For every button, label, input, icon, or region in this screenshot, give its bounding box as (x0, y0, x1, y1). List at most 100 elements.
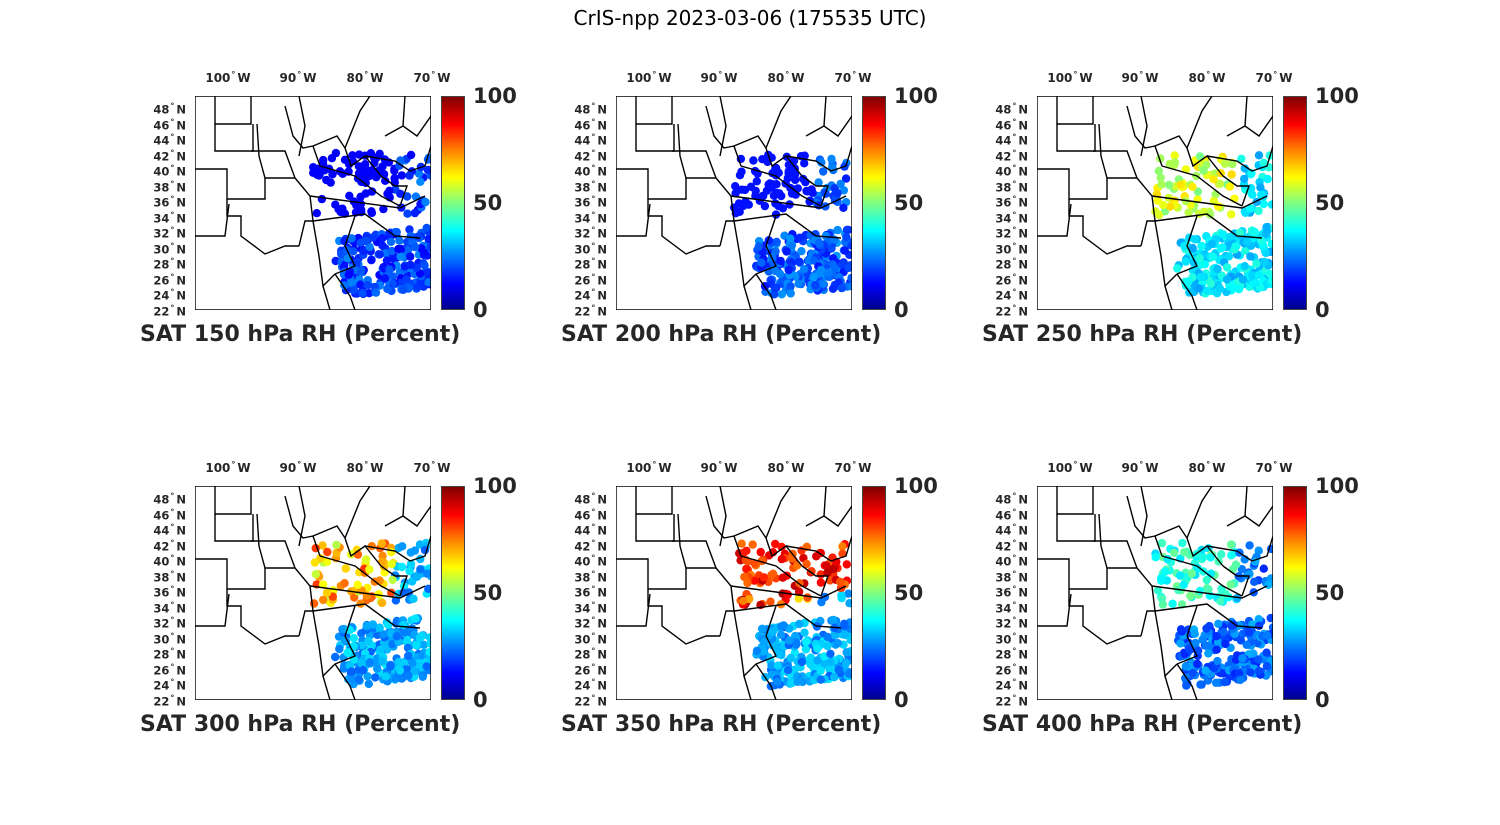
rh-observation-dot (399, 659, 409, 668)
rh-observation-dot (345, 191, 354, 200)
rh-observation-dot (353, 580, 362, 589)
rh-observation-dot (1222, 275, 1232, 284)
rh-observation-dot (323, 547, 332, 557)
rh-observation-dot (413, 282, 422, 291)
rh-observation-dot (786, 282, 795, 291)
rh-observation-dot (391, 674, 400, 683)
latitude-label: 44° N (574, 132, 607, 148)
rh-observation-dot (402, 275, 411, 284)
rh-observation-dot (770, 283, 780, 293)
rh-observation-dot (844, 670, 852, 679)
rh-observation-dot (1197, 260, 1206, 269)
rh-observation-dot (1254, 546, 1263, 555)
rh-observation-dot (816, 265, 826, 275)
latitude-label: 24° N (153, 678, 186, 693)
state-boundary-map (195, 96, 431, 310)
rh-observation-dot (797, 247, 806, 256)
state-boundary-line (1226, 115, 1273, 137)
rh-observation-dot (1246, 668, 1255, 677)
rh-observation-dot (1254, 621, 1264, 630)
state-boundary-line (743, 675, 752, 700)
rh-observation-dot (374, 166, 384, 175)
rh-observation-dot (814, 178, 823, 187)
rh-observation-dot (402, 637, 411, 646)
state-boundary-line (1056, 124, 1096, 152)
latitude-label: 46° N (153, 507, 186, 522)
rh-observation-dot (1202, 575, 1211, 585)
rh-observation-dot (1261, 230, 1271, 239)
rh-observation-dot (1180, 241, 1189, 251)
rh-observation-dot (1157, 594, 1167, 603)
rh-observation-dot (1235, 669, 1244, 678)
state-boundary-line (719, 220, 757, 288)
rh-observation-dot (760, 638, 769, 647)
rh-observation-dot (404, 651, 413, 660)
rh-observation-dot (816, 675, 825, 684)
rh-observation-dot (825, 664, 834, 674)
rh-observation-dot (847, 282, 852, 291)
state-boundary-line (740, 555, 822, 597)
rh-observation-dot (731, 182, 740, 191)
rh-observation-dot (1231, 242, 1240, 251)
rh-observation-dot (806, 653, 815, 662)
rh-observation-dot (1260, 257, 1269, 267)
rh-observation-dot (394, 244, 403, 254)
rh-observation-dot (1219, 627, 1228, 637)
colorbar (441, 486, 465, 700)
latitude-label: 36° N (995, 194, 1028, 210)
rh-observation-dot (834, 665, 843, 674)
state-boundary-line (334, 215, 356, 275)
longitude-label: 100° W (1047, 460, 1093, 475)
rh-observation-dot (1194, 284, 1204, 293)
satellite-swath (309, 148, 431, 218)
rh-observation-dot (406, 150, 416, 160)
rh-observation-dot (424, 278, 431, 287)
rh-observation-dot (319, 155, 328, 165)
rh-observation-dot (1157, 180, 1166, 189)
longitude-label: 80° W (1188, 460, 1226, 475)
state-boundary-line (635, 514, 675, 542)
rh-observation-dot (385, 229, 394, 238)
rh-observation-dot (322, 557, 332, 566)
state-boundary-line (195, 593, 230, 627)
rh-observation-dot (1226, 540, 1236, 549)
rh-observation-dot (1250, 577, 1259, 586)
rh-observation-dot (376, 645, 385, 654)
state-boundary-line (1151, 585, 1268, 599)
rh-observation-dot (395, 236, 404, 245)
state-boundary-line (195, 203, 230, 237)
rh-observation-dot (1250, 228, 1259, 237)
state-boundary-line (1176, 215, 1198, 275)
rh-observation-dot (1173, 264, 1182, 273)
state-boundary-line (1161, 165, 1243, 207)
rh-observation-dot (322, 175, 331, 185)
colorbar-tick-label: 100 (473, 84, 517, 108)
rh-observation-dot (395, 666, 405, 675)
rh-observation-dot (1184, 277, 1193, 286)
latitude-label: 36° N (153, 584, 186, 600)
rh-observation-dot (341, 564, 350, 573)
rh-observation-dot (1179, 580, 1188, 589)
latitude-label: 24° N (995, 678, 1028, 693)
state-boundary-line (334, 663, 356, 700)
state-boundary-line (719, 486, 727, 547)
rh-observation-dot (842, 648, 851, 657)
rh-observation-dot (367, 208, 377, 218)
rh-observation-dot (1202, 624, 1211, 633)
rh-observation-dot (807, 567, 816, 576)
rh-observation-dot (845, 599, 852, 608)
rh-observation-dot (356, 199, 365, 208)
state-boundary-line (801, 175, 829, 207)
latitude-label: 48° N (995, 491, 1028, 507)
satellite-swath (309, 538, 431, 608)
rh-observation-dot (1220, 159, 1230, 168)
rh-observation-dot (356, 280, 365, 289)
latitude-label: 36° N (153, 194, 186, 210)
rh-observation-dot (399, 620, 408, 630)
rh-observation-dot (426, 243, 431, 252)
rh-observation-dot (791, 631, 800, 641)
rh-observation-dot (731, 189, 740, 198)
rh-observation-dot (833, 189, 842, 198)
rh-observation-dot (392, 632, 401, 641)
state-boundary-line (344, 96, 371, 149)
